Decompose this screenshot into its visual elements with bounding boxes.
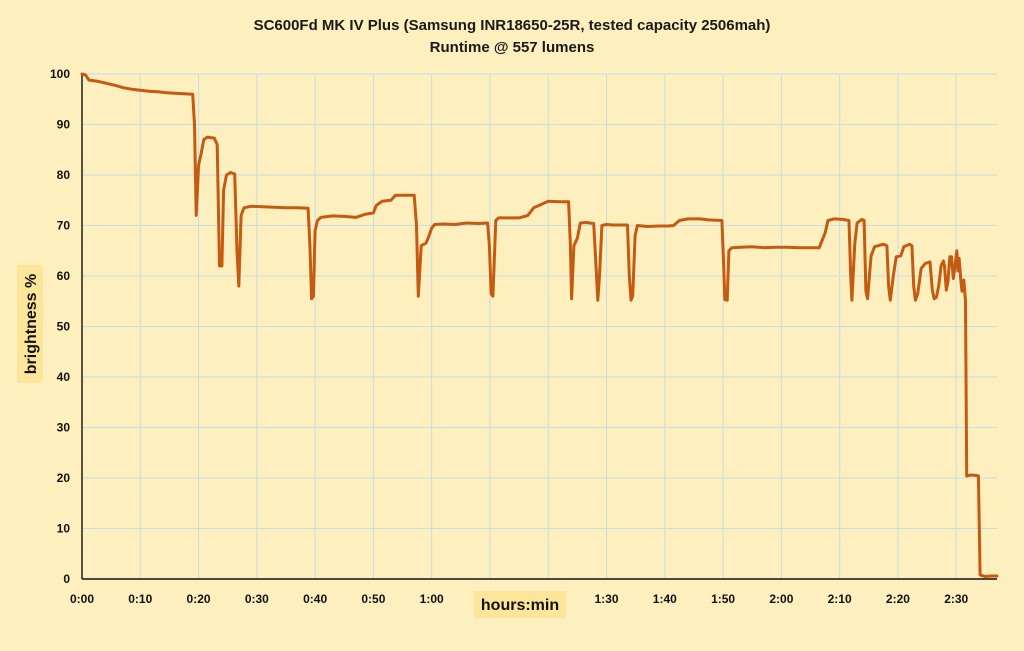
x-tick-label: 2:30 [944, 592, 968, 606]
y-tick-label: 10 [57, 522, 71, 536]
y-tick-label: 30 [57, 421, 71, 435]
y-tick-label: 50 [57, 320, 71, 334]
y-tick-label: 20 [57, 471, 71, 485]
y-tick-label: 100 [50, 67, 70, 81]
grid-lines [82, 73, 997, 579]
y-tick-label: 70 [57, 219, 71, 233]
x-tick-label: 0:40 [303, 592, 327, 606]
x-tick-label: 1:00 [420, 592, 444, 606]
x-tick-label: 1:50 [711, 592, 735, 606]
series-layer [80, 72, 999, 578]
chart-title: SC600Fd MK IV Plus (Samsung INR18650-25R… [254, 17, 771, 34]
x-tick-label: 2:00 [769, 592, 793, 606]
x-tick-label: 0:30 [245, 592, 269, 606]
y-tick-label: 90 [57, 118, 71, 132]
y-axis-label-box [17, 265, 43, 383]
x-axis-label-group: hours:min [474, 591, 566, 618]
x-axis-label: hours:min [481, 597, 559, 614]
x-tick-label: 0:20 [187, 592, 211, 606]
y-tick-label: 0 [63, 572, 70, 586]
x-tick-label: 0:50 [361, 592, 385, 606]
x-tick-label: 1:30 [595, 592, 619, 606]
brightness-series-line [80, 72, 999, 578]
y-axis-label: brightness % [23, 274, 40, 374]
x-axis-label-box [474, 591, 566, 618]
axes [81, 74, 997, 580]
tick-labels: 0 10 20 30 40 50 60 70 80 90 100 0:00 0:10 0:20 0:30 0:… [50, 67, 969, 606]
x-tick-label: 2:10 [828, 592, 852, 606]
y-axis-label-group: brightness % [17, 265, 43, 383]
y-tick-label: 60 [57, 269, 71, 283]
x-tick-label: 1:40 [653, 592, 677, 606]
x-tick-label: 0:10 [128, 592, 152, 606]
chart-subtitle: Runtime @ 557 lumens [430, 39, 595, 56]
y-tick-label: 80 [57, 168, 71, 182]
x-tick-label: 2:20 [886, 592, 910, 606]
y-tick-label: 40 [57, 370, 71, 384]
x-tick-label: 0:00 [70, 592, 94, 606]
